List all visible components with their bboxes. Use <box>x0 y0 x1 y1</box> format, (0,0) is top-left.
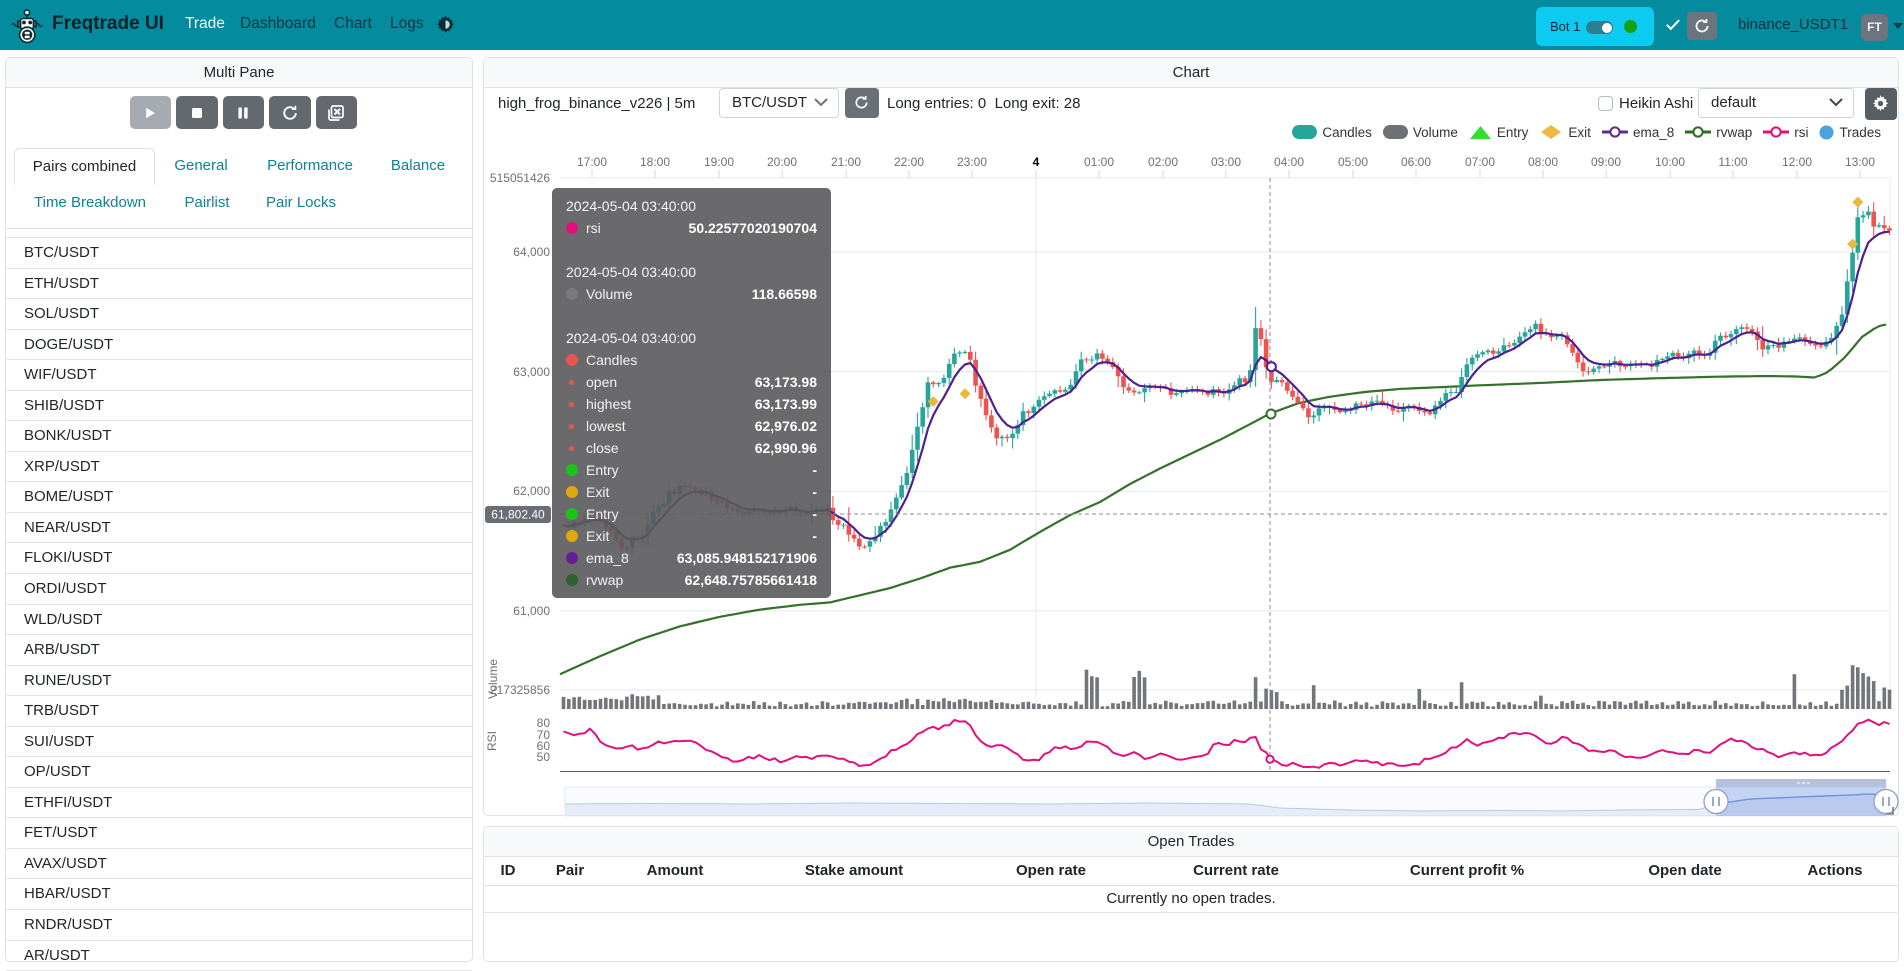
svg-text:61,802.40: 61,802.40 <box>491 508 545 522</box>
svg-text:70: 70 <box>537 728 551 742</box>
svg-text:08:00: 08:00 <box>1528 155 1558 169</box>
svg-text:4: 4 <box>1033 155 1040 169</box>
svg-text:18:00: 18:00 <box>640 155 670 169</box>
svg-text:RSI: RSI <box>485 731 499 751</box>
svg-text:21:00: 21:00 <box>831 155 861 169</box>
svg-text:05:00: 05:00 <box>1338 155 1368 169</box>
svg-text:62,000: 62,000 <box>513 484 550 498</box>
svg-text:80: 80 <box>537 716 551 730</box>
svg-text:09:00: 09:00 <box>1591 155 1621 169</box>
svg-text:Volume: Volume <box>486 659 500 699</box>
svg-text:06:00: 06:00 <box>1401 155 1431 169</box>
svg-text:20:00: 20:00 <box>767 155 797 169</box>
svg-text:19:00: 19:00 <box>704 155 734 169</box>
svg-text:63,000: 63,000 <box>513 365 550 379</box>
svg-text:50: 50 <box>537 750 551 764</box>
svg-text:07:00: 07:00 <box>1465 155 1495 169</box>
svg-text:17:00: 17:00 <box>577 155 607 169</box>
svg-text:22:00: 22:00 <box>894 155 924 169</box>
svg-text:515051426: 515051426 <box>490 171 550 185</box>
svg-text:12:00: 12:00 <box>1782 155 1812 169</box>
svg-text:23:00: 23:00 <box>957 155 987 169</box>
svg-text:11:00: 11:00 <box>1718 155 1747 169</box>
svg-text:217325856: 217325856 <box>490 683 550 697</box>
svg-text:64,000: 64,000 <box>513 245 550 259</box>
svg-text:60: 60 <box>537 739 551 753</box>
svg-text:03:00: 03:00 <box>1211 155 1241 169</box>
svg-text:04:00: 04:00 <box>1274 155 1304 169</box>
svg-text:61,000: 61,000 <box>513 604 550 618</box>
svg-text:02:00: 02:00 <box>1148 155 1178 169</box>
svg-text:01:00: 01:00 <box>1084 155 1114 169</box>
svg-text:10:00: 10:00 <box>1655 155 1685 169</box>
svg-text:13:00: 13:00 <box>1845 155 1875 169</box>
